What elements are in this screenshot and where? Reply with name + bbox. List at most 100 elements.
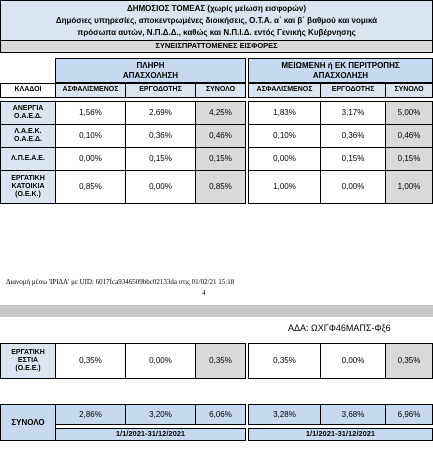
cell-text: 0,00%	[79, 154, 102, 164]
header: ΔΗΜΟΣΙΟΣ ΤΟΜΕΑΣ (χωρίς μείωση εισφορών) Δ…	[0, 0, 433, 41]
cell-text: 0,15%	[397, 154, 421, 164]
section-title: ΣΥΝΕΙΣΠΡΑΤΤΟΜΕΝΕΣ ΕΙΣΦΟΡΕΣ	[0, 40, 433, 53]
cell-text: 0,15%	[149, 154, 172, 164]
ada-code: ΑΔΑ: ΩΧΓΦ46ΜΑΠΣ-Φξ6	[288, 323, 391, 333]
value-cell: 0,35%	[385, 343, 433, 379]
cell-text: 0,85%	[209, 182, 232, 192]
cell-text: 0,10%	[273, 131, 296, 141]
cell-text: ΣΥΝΟΛΟ	[11, 417, 45, 427]
cell-text: ΕΡΓΟΔΟΤΗΣ	[139, 86, 182, 94]
value-cell: 1,83%	[248, 101, 321, 125]
cell-text: 1,83%	[273, 108, 296, 118]
cell-text: ΚΛΑΔΟΙ	[14, 86, 42, 94]
value-cell: 0,00%	[320, 343, 386, 379]
cell-text: (Ο.Ε.Ε.)	[15, 365, 41, 373]
value-cell: 0,00%	[55, 147, 126, 171]
period: 1/1/2021-31/12/2021	[248, 428, 433, 441]
column-header: ΕΡΓΟΔΟΤΗΣ	[320, 83, 386, 98]
cell-text: 1,00%	[397, 182, 421, 192]
cell-text: 6,96%	[397, 409, 421, 419]
total-label: ΣΥΝΟΛΟ	[0, 404, 56, 441]
value-cell: 1,00%	[248, 170, 321, 204]
group-header: ΜΕΙΩΜΕΝΗ ή ΕΚ ΠΕΡΙΤΡΟΠΗΣ ΑΠΑΣΧΟΛΗΣΗ	[248, 58, 433, 83]
value-cell: 0,35%	[195, 343, 246, 379]
cell-text: ΕΡΓΑΤΙΚΗ	[11, 348, 45, 356]
cell-text: 0,00%	[341, 182, 365, 192]
cell-text: 0,35%	[397, 356, 421, 366]
total-value: 3,28%	[248, 404, 321, 425]
value-cell: 1,56%	[55, 101, 126, 125]
cell-text: 0,36%	[341, 131, 365, 141]
value-cell: 0,15%	[195, 147, 246, 171]
cell-text: Ο.Α.Ε.Δ.	[14, 113, 42, 120]
cell-text: ΑΠΑΣΧΟΛΗΣΗ	[122, 70, 179, 80]
row-label: Λ.Π.Ε.Α.Ε.	[0, 147, 56, 171]
cell-text: 0,85%	[79, 182, 102, 192]
cell-text: 0,10%	[79, 131, 102, 141]
page-number: 4	[202, 289, 206, 297]
column-header: ΑΣΦΑΛΙΣΜΕΝΟΣ	[248, 83, 321, 98]
value-cell: 0,35%	[55, 343, 126, 379]
period: 1/1/2021-31/12/2021	[55, 428, 246, 441]
cell-text: 0,46%	[397, 131, 421, 141]
value-cell: 0,15%	[320, 147, 386, 171]
cell-text: ΕΡΓΑΤΙΚΗ	[11, 174, 45, 182]
total-value: 6,06%	[195, 404, 246, 425]
value-cell: 0,00%	[248, 147, 321, 171]
cell-text: 1,00%	[273, 182, 296, 192]
cell-text: 3,20%	[149, 409, 172, 419]
cell-text: ΣΥΝΟΛΟ	[205, 86, 236, 94]
cell-text: 0,35%	[79, 356, 102, 366]
cell-text: 1,56%	[79, 108, 102, 118]
column-header: ΣΥΝΟΛΟ	[195, 83, 246, 98]
cell-text: ΣΥΝΕΙΣΠΡΑΤΤΟΜΕΝΕΣ ΕΙΣΦΟΡΕΣ	[155, 41, 278, 51]
cell-text: 0,00%	[273, 154, 296, 164]
row-label: Λ.Α.Ε.Κ. Ο.Α.Ε.Δ.	[0, 124, 56, 148]
cell-text: 4,25%	[209, 108, 232, 118]
cell-text: 0,00%	[149, 356, 172, 366]
cell-text: ΠΛΗΡΗ	[136, 61, 165, 71]
cell-text: ΑΣΦΑΛΙΣΜΕΝΟΣ	[62, 86, 119, 94]
cell-text: 5,00%	[397, 108, 421, 118]
value-cell: 0,46%	[195, 124, 246, 148]
cell-text: 3,68%	[341, 409, 365, 419]
value-cell: 1,00%	[385, 170, 433, 204]
total-value: 2,86%	[55, 404, 126, 425]
cell-text: 3,17%	[341, 108, 365, 118]
cell-text: 1/1/2021-31/12/2021	[305, 429, 376, 439]
total-value: 6,96%	[385, 404, 433, 425]
cell-text: 3,28%	[273, 409, 296, 419]
cell-text: 1/1/2021-31/12/2021	[115, 429, 186, 439]
value-cell: 0,36%	[320, 124, 386, 148]
total-value: 3,68%	[320, 404, 386, 425]
value-cell: 3,17%	[320, 101, 386, 125]
group-header: ΠΛΗΡΗ ΑΠΑΣΧΟΛΗΣΗ	[55, 58, 246, 83]
page-break	[0, 305, 433, 317]
cell-text: ΑΝΕΡΓΙΑ	[12, 104, 44, 112]
value-cell: 2,69%	[125, 101, 196, 125]
cell-text: ΕΣΤΙΑ	[17, 356, 39, 364]
value-cell: 0,35%	[248, 343, 321, 379]
header-line: ΔΗΜΟΣΙΟΣ ΤΟΜΕΑΣ (χωρίς μείωση εισφορών)	[126, 4, 307, 13]
row-label: ΑΝΕΡΓΙΑ Ο.Α.Ε.Δ.	[0, 101, 56, 125]
header-line: πρόσωπα αυτών, Ν.Π.Δ.Δ., καθώς και Ν.Π.Ι…	[77, 28, 356, 37]
cell-text: ΣΥΝΟΛΟ	[394, 86, 424, 94]
cell-text: 0,15%	[209, 154, 232, 164]
cell-text: Ο.Α.Ε.Δ.	[14, 136, 42, 143]
value-cell: 0,10%	[55, 124, 126, 148]
distribution-note: Διανομή μέσω 'ΙΡΙΔΑ' με UID: 6017fca9346…	[6, 278, 235, 286]
cell-text: 0,00%	[149, 182, 172, 192]
value-cell: 0,10%	[248, 124, 321, 148]
value-cell: 0,85%	[195, 170, 246, 204]
cell-text: ΜΕΙΩΜΕΝΗ ή ΕΚ ΠΕΡΙΤΡΟΠΗΣ	[281, 61, 400, 71]
value-cell: 0,00%	[320, 170, 386, 204]
cell-text: Λ.Π.Ε.Α.Ε.	[11, 154, 45, 162]
total-value: 3,20%	[125, 404, 196, 425]
value-cell: 0,15%	[125, 147, 196, 171]
cell-text: (Ο.Ε.Κ.)	[15, 191, 41, 199]
cell-text: 0,36%	[149, 131, 172, 141]
cell-text: 0,35%	[273, 356, 296, 366]
cell-text: 2,69%	[149, 108, 172, 118]
value-cell: 0,85%	[55, 170, 126, 204]
